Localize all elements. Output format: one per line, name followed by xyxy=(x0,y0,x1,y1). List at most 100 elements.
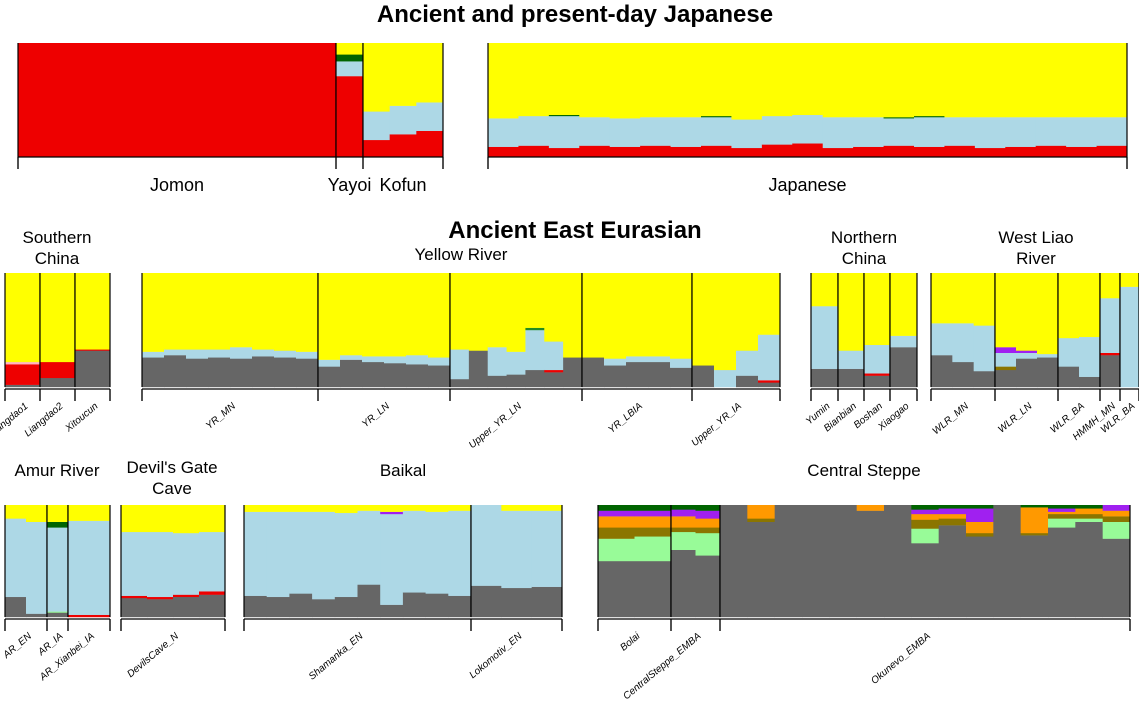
bar-segment-ar-en-yellow xyxy=(26,505,48,522)
bar-segment-okunevo-emba-gray xyxy=(1075,521,1104,618)
bar-segment-japanese-lightblue xyxy=(1005,117,1037,147)
bar-segment-wlr-mn-gray xyxy=(973,371,996,388)
bar-segment-ar-xianbei-ia-lightblue xyxy=(68,520,111,615)
bar-segment-okunevo-emba-gray xyxy=(911,543,940,618)
bar-segment-yr-mn-lightblue xyxy=(230,347,253,359)
bar-segment-yr-mn-lightblue xyxy=(274,350,297,358)
bar-segment-yr-mn-yellow xyxy=(186,273,209,350)
bar-segment-japanese-lightblue xyxy=(670,117,702,147)
bar-segment-japanese-yellow xyxy=(822,43,854,118)
bar-segment-yr-mn-gray xyxy=(296,358,319,388)
bar-segment-centralsteppe-emba-gray xyxy=(671,549,696,618)
bar-segment-wlr-ba-gray xyxy=(1079,376,1101,388)
bar-segment-okunevo-emba-darkgreen xyxy=(911,505,940,510)
bar-segment-ar-en-yellow xyxy=(5,505,27,519)
bar-segment-liangdao1-gray xyxy=(5,384,41,388)
bar-segment-kofun-yellow xyxy=(389,43,417,106)
bar-segment-japanese-red xyxy=(792,143,824,158)
bar-segment-japanese-red xyxy=(974,147,1006,158)
bar-segment-shamanka-en-purple xyxy=(380,511,404,515)
bar-segment-hmmh-mn-lightblue xyxy=(1100,298,1121,353)
bar-segment-japanese-red xyxy=(609,146,641,158)
bar-segment-yr-mn-yellow xyxy=(208,273,231,350)
bar-segment-okunevo-emba-gray xyxy=(1102,538,1131,618)
bar-segment-yayoi-darkgreen xyxy=(336,54,364,62)
bar-segment-ar-xianbei-ia-yellow xyxy=(68,505,111,521)
bar-segment-yr-mn-gray xyxy=(274,357,297,388)
bar-segment-centralsteppe-emba-lightgreen xyxy=(671,531,696,550)
bar-segment-yr-ln-yellow xyxy=(340,273,363,356)
bar-segment-kofun-lightblue xyxy=(416,102,444,131)
bar-segment-okunevo-emba-olive xyxy=(1020,533,1049,536)
bar-segment-shamanka-en-yellow xyxy=(357,505,381,511)
bar-segment-yr-ln-gray xyxy=(340,359,363,388)
bar-segment-okunevo-emba-gray xyxy=(829,505,858,618)
bar-segment-yr-mn-gray xyxy=(208,357,231,388)
bar-segment-devilscave-n-gray xyxy=(199,594,226,618)
bar-segment-okunevo-emba-orange xyxy=(1102,510,1131,517)
bar-segment-centralsteppe-emba-olive xyxy=(671,527,696,533)
bar-segment-centralsteppe-emba-darkgreen xyxy=(695,505,721,511)
bar-segment-xitoucun-red xyxy=(75,349,111,351)
bar-segment-liangdao2-yellow xyxy=(40,273,76,363)
bar-segment-xitoucun-gray xyxy=(75,350,111,388)
bar-segment-shamanka-en-gray xyxy=(448,595,472,618)
bar-segment-liangdao1-red xyxy=(5,364,41,385)
population-label-yayoi: Yayoi xyxy=(328,175,372,195)
bar-segment-shamanka-en-lightblue xyxy=(402,510,426,593)
group-label-southern-china: Southern xyxy=(23,228,92,247)
bar-segment-shamanka-en-lightblue xyxy=(244,511,268,596)
bar-segment-ar-ia-gray xyxy=(47,612,69,618)
bar-segment-okunevo-emba-gray xyxy=(993,505,1022,618)
population-label-liangdao2: Liangdao2 xyxy=(23,401,66,440)
bar-segment-yr-ln-lightblue xyxy=(406,355,429,365)
bar-segment-yr-mn-gray xyxy=(142,357,165,388)
population-label-xitoucun: Xitoucun xyxy=(63,401,101,435)
bar-segment-japanese-yellow xyxy=(670,43,702,118)
bar-segment-wlr-ln-purple xyxy=(1016,350,1038,353)
bar-segment-japanese-lightblue xyxy=(488,118,519,147)
bar-segment-upper-yr-ia-gray xyxy=(758,382,781,388)
bar-segment-okunevo-emba-darkgreen xyxy=(938,505,967,509)
bar-segment-japanese-red xyxy=(731,147,763,158)
bar-segment-kofun-lightblue xyxy=(363,111,391,141)
bar-segment-upper-yr-ia-lightblue xyxy=(714,369,737,388)
bar-segment-xiaogao-yellow xyxy=(890,273,918,336)
bar-segment-yr-mn-gray xyxy=(186,358,209,388)
bar-segment-bolai-olive xyxy=(598,527,635,539)
population-label-upper-yr-ia: Upper_YR_IA xyxy=(690,401,745,449)
bar-segment-yr-lbia-lightblue xyxy=(648,356,671,363)
bar-segment-bolai-darkgreen xyxy=(598,505,635,511)
bar-segment-okunevo-emba-darkgreen xyxy=(966,505,994,509)
bar-segment-yr-mn-lightblue xyxy=(252,349,275,357)
bar-segment-upper-yr-ia-lightblue xyxy=(758,334,781,381)
bar-segment-japanese-red xyxy=(853,146,884,158)
bar-segment-devilscave-n-red xyxy=(173,594,200,598)
bar-segment-yr-mn-lightblue xyxy=(208,349,231,358)
bar-segment-okunevo-emba-purple xyxy=(966,508,994,522)
bar-segment-shamanka-en-lightblue xyxy=(448,510,472,596)
bar-segment-xitoucun-yellow xyxy=(75,273,111,350)
bar-segment-upper-yr-ln-gray xyxy=(563,357,583,388)
bar-segment-yr-ln-yellow xyxy=(428,273,451,358)
bar-segment-okunevo-emba-orange xyxy=(747,505,776,519)
bar-segment-shamanka-en-lightblue xyxy=(289,511,313,594)
bar-segment-wlr-ln-yellow xyxy=(1016,273,1038,351)
bar-segment-japanese-red xyxy=(1035,145,1067,158)
bar-segment-yr-lbia-yellow xyxy=(648,273,671,357)
bar-segment-liangdao1-yellow xyxy=(5,273,41,363)
bar-segment-bolai-purple xyxy=(598,510,635,517)
bar-segment-xiaogao-lightblue xyxy=(890,335,918,348)
bar-segment-centralsteppe-emba-orange xyxy=(671,516,696,528)
bar-segment-upper-yr-ln-lightblue xyxy=(487,347,507,376)
bar-segment-yr-lbia-gray xyxy=(626,361,649,388)
bar-segment-japanese-yellow xyxy=(1005,43,1037,118)
bar-segment-devilscave-n-yellow xyxy=(121,505,148,533)
bar-segment-lokomotiv-en-lightblue xyxy=(531,510,563,587)
population-label-jomon: Jomon xyxy=(150,175,204,195)
bar-segment-okunevo-emba-gray xyxy=(720,505,748,618)
bar-segment-yr-ln-yellow xyxy=(318,273,341,360)
bar-segment-bolai-gray xyxy=(634,561,672,618)
bar-segment-japanese-yellow xyxy=(548,43,580,116)
bar-segment-yr-lbia-gray xyxy=(648,361,671,388)
